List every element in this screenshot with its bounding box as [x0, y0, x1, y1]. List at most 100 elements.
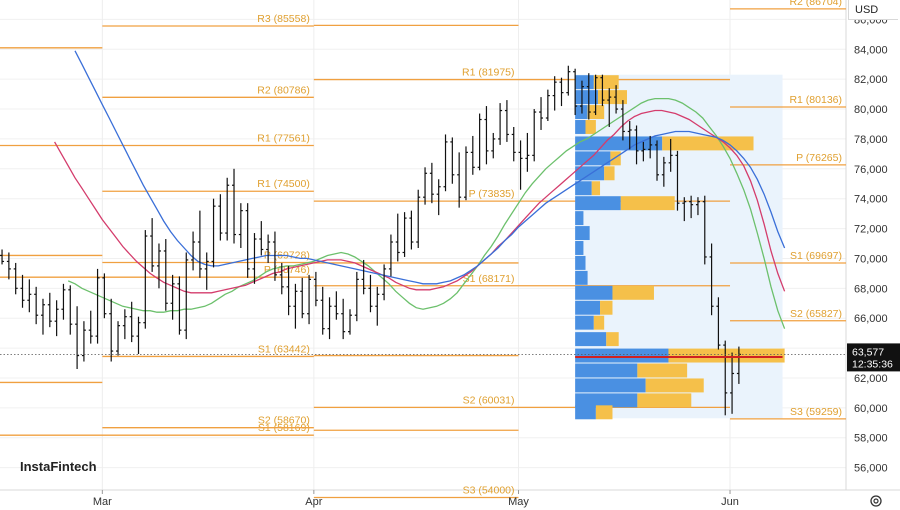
ohlc-bar	[477, 113, 482, 171]
ohlc-bar	[272, 231, 277, 281]
ohlc-bar	[620, 100, 625, 141]
ohlc-bar	[552, 76, 557, 111]
pivot-label: R1 (74500)	[257, 178, 310, 190]
time-axis[interactable]: Mar Apr May Jun	[93, 490, 739, 508]
ohlc-bar	[6, 252, 11, 280]
volume-bar-buy	[575, 120, 586, 134]
ohlc-bar	[313, 271, 318, 307]
ohlc-bar	[695, 197, 700, 216]
ohlc-bar	[545, 89, 550, 122]
ohlc-bar	[245, 203, 250, 278]
price-tick-label: 82,000	[854, 74, 888, 86]
ohlc-bar	[723, 340, 728, 416]
price-tick-label: 66,000	[854, 313, 888, 325]
ohlc-bar	[156, 243, 161, 289]
volume-bar-buy	[575, 151, 611, 166]
ohlc-bar	[191, 231, 196, 271]
pivot-levels: R2 (85158)R1 (77561)P (68746)S1 (58169)R…	[0, 0, 846, 499]
price-tick-label: 84,000	[854, 44, 888, 56]
ohlc-bar	[204, 252, 209, 290]
volume-bar-buy	[575, 196, 621, 211]
pivot-label: S1 (69697)	[790, 250, 842, 262]
ohlc-bar	[539, 97, 544, 130]
ohlc-bar	[129, 301, 134, 343]
pivot-label: P (76265)	[796, 152, 842, 164]
ohlc-bar	[429, 162, 434, 204]
ohlc-bar	[627, 121, 632, 150]
ohlc-bar	[20, 274, 25, 308]
ohlc-bar	[354, 271, 359, 322]
ohlc-bar	[382, 264, 387, 301]
ohlc-bar	[68, 285, 73, 335]
price-tick-label: 74,000	[854, 194, 888, 206]
currency-selector[interactable]: USD	[848, 0, 898, 20]
ohlc-bar	[470, 135, 475, 175]
ohlc-bar	[327, 297, 332, 340]
volume-bar-buy	[575, 136, 663, 151]
volume-bar-buy	[575, 270, 588, 285]
volume-bar-sell	[593, 315, 605, 330]
ohlc-bar	[61, 283, 66, 320]
ohlc-bar	[293, 283, 298, 329]
price-tick-label: 76,000	[854, 164, 888, 176]
volume-bar-buy	[575, 348, 669, 363]
ohlc-bar	[347, 309, 352, 335]
ohlc-bar	[702, 195, 707, 265]
last-price-value: 63,577	[852, 346, 884, 358]
volume-bar-sell	[591, 181, 601, 196]
volume-bar-sell	[585, 120, 596, 134]
ohlc-bar	[225, 177, 230, 241]
ohlc-bar	[682, 197, 687, 222]
time-tick-label: Mar	[93, 496, 112, 508]
ohlc-bar	[498, 103, 503, 145]
ohlc-bar	[163, 239, 168, 311]
volume-bar-buy	[575, 105, 588, 120]
ohlc-bar	[641, 141, 646, 162]
ohlc-bar	[730, 352, 735, 414]
volume-bar-sell	[604, 166, 615, 181]
ohlc-bar	[457, 152, 462, 208]
ohlc-bar	[525, 132, 530, 172]
ohlc-bar	[566, 65, 571, 96]
volume-bar-buy	[575, 211, 584, 226]
ohlc-bar	[518, 140, 523, 190]
price-tick-label: 72,000	[854, 224, 888, 236]
volume-bar-buy	[575, 181, 592, 196]
volume-bar-buy	[575, 75, 594, 90]
ohlc-bar	[368, 274, 373, 313]
ohlc-bar	[600, 74, 605, 107]
countdown-timer: 12:35:36	[852, 358, 893, 370]
moving-average-1	[67, 97, 786, 329]
ohlc-bar	[573, 68, 578, 116]
ohlc-bar	[177, 276, 182, 335]
ohlc-bar	[395, 213, 400, 262]
price-tick-label: 62,000	[854, 373, 888, 385]
ohlc-bar	[559, 77, 564, 107]
volume-bar-sell	[668, 348, 785, 363]
pivot-label: P (73835)	[469, 188, 515, 200]
ohlc-bar	[436, 179, 441, 216]
volume-bar-sell	[597, 90, 627, 105]
volume-bar-buy	[575, 315, 594, 330]
ohlc-bar	[511, 126, 516, 162]
ohlc-bar	[286, 265, 291, 316]
volume-bar-sell	[612, 285, 654, 300]
ohlc-bar	[402, 212, 407, 257]
ohlc-bar	[614, 85, 619, 114]
ohlc-bar	[586, 73, 591, 120]
ohlc-bar	[266, 234, 271, 263]
brand-logo: InstaFintech	[20, 459, 97, 474]
pivot-label: S2 (65827)	[790, 308, 842, 320]
price-tick-label: 68,000	[854, 283, 888, 295]
pivot-label: R2 (80786)	[257, 84, 310, 96]
ohlc-bar	[463, 146, 468, 201]
price-axis[interactable]: 56,00058,00060,00062,00064,00066,00068,0…	[847, 14, 900, 475]
ohlc-bar	[13, 262, 18, 295]
moving-average-2	[54, 109, 786, 294]
ohlc-bar	[211, 198, 216, 268]
ohlc-bar	[47, 292, 52, 328]
settings-gear-icon[interactable]	[869, 494, 883, 508]
ohlc-bar	[88, 310, 93, 344]
ohlc-bar	[27, 279, 32, 313]
